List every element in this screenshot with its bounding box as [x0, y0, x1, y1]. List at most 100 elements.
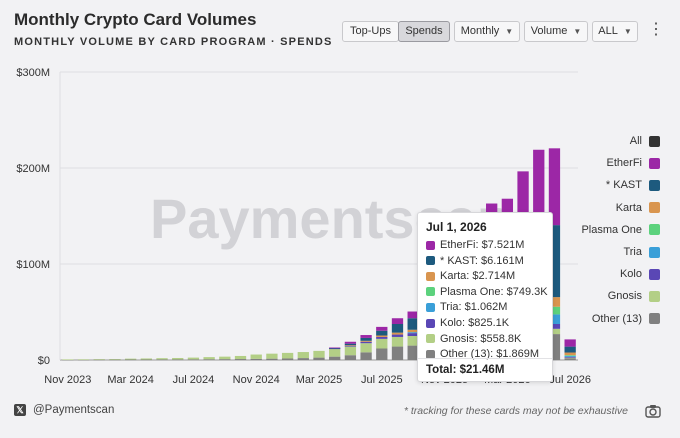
legend-item[interactable]: Other (13): [592, 312, 660, 326]
bar-segment[interactable]: [313, 357, 325, 360]
bar-segment[interactable]: [391, 324, 404, 333]
period-dropdown[interactable]: Monthly ▼: [454, 21, 520, 42]
bar-segment[interactable]: [564, 355, 576, 357]
bar-segment[interactable]: [407, 318, 419, 330]
legend-item[interactable]: Kolo: [620, 267, 660, 281]
bar-segment[interactable]: [548, 334, 561, 360]
bar-segment[interactable]: [360, 343, 372, 353]
legend-item[interactable]: Plasma One: [581, 223, 660, 237]
bar-segment[interactable]: [548, 297, 561, 307]
bar-segment[interactable]: [124, 358, 137, 360]
bar-segment[interactable]: [344, 345, 357, 347]
bar-segment[interactable]: [391, 334, 404, 337]
bar-segment[interactable]: [124, 359, 137, 361]
bar-segment[interactable]: [360, 341, 372, 344]
bar-segment[interactable]: [281, 358, 294, 360]
bar-segment[interactable]: [344, 346, 357, 356]
bar-segment[interactable]: [313, 350, 325, 358]
bar-segment[interactable]: [297, 358, 309, 360]
bar-segment[interactable]: [297, 352, 309, 359]
bar-segment[interactable]: [407, 336, 419, 346]
bar-segment[interactable]: [360, 335, 372, 338]
bar-segment[interactable]: [376, 338, 388, 349]
bar-segment[interactable]: [407, 332, 419, 334]
bar-segment[interactable]: [391, 346, 404, 360]
bar-segment[interactable]: [329, 348, 341, 357]
bar-segment[interactable]: [234, 359, 247, 360]
legend-item[interactable]: All: [630, 134, 660, 148]
bar-segment[interactable]: [376, 330, 388, 336]
bar-segment[interactable]: [156, 359, 168, 361]
bar-segment[interactable]: [564, 346, 576, 353]
bar-segment[interactable]: [344, 341, 357, 344]
bar-segment[interactable]: [407, 345, 419, 360]
bar-segment[interactable]: [548, 306, 561, 315]
bar-segment[interactable]: [407, 329, 419, 333]
bar-segment[interactable]: [140, 359, 152, 361]
bar-segment[interactable]: [77, 359, 90, 361]
bar-segment[interactable]: [376, 326, 388, 331]
bar-segment[interactable]: [93, 359, 105, 360]
bar-segment[interactable]: [77, 359, 90, 360]
bar-segment[interactable]: [219, 356, 231, 360]
bar-segment[interactable]: [140, 358, 152, 360]
legend-item[interactable]: * KAST: [606, 178, 660, 192]
bar-segment[interactable]: [391, 336, 404, 347]
bar-segment[interactable]: [329, 348, 341, 349]
bar-segment[interactable]: [548, 324, 561, 329]
bar-segment[interactable]: [360, 340, 372, 342]
kebab-menu-icon[interactable]: ⋮: [648, 21, 664, 38]
bar-segment[interactable]: [376, 336, 388, 339]
bar-segment[interactable]: [93, 359, 105, 361]
bar-segment[interactable]: [548, 314, 561, 324]
bar-segment[interactable]: [564, 357, 576, 359]
bar-segment[interactable]: [360, 352, 372, 360]
bar-segment[interactable]: [533, 149, 545, 222]
bar-segment[interactable]: [564, 352, 576, 356]
legend-item[interactable]: Tria: [623, 245, 660, 259]
bar-segment[interactable]: [329, 347, 341, 349]
bar-segment[interactable]: [281, 352, 294, 359]
bar-segment[interactable]: [156, 358, 168, 360]
bar-segment[interactable]: [407, 333, 419, 336]
spends-toggle-button[interactable]: Spends: [398, 21, 450, 42]
bar-segment[interactable]: [172, 359, 184, 361]
bar-segment[interactable]: [172, 357, 184, 360]
bar-segment[interactable]: [360, 337, 372, 341]
bar-segment[interactable]: [548, 148, 561, 226]
bar-segment[interactable]: [344, 343, 357, 346]
bar-segment[interactable]: [109, 359, 121, 361]
bar-segment[interactable]: [407, 311, 419, 319]
bar-segment[interactable]: [548, 328, 561, 335]
bar-segment[interactable]: [564, 356, 576, 358]
bar-segment[interactable]: [219, 359, 231, 360]
camera-icon[interactable]: [645, 404, 661, 418]
bar-segment[interactable]: [548, 225, 561, 298]
legend-item[interactable]: EtherFi: [607, 156, 660, 170]
bar-segment[interactable]: [344, 355, 357, 360]
bar-segment[interactable]: [109, 359, 121, 360]
bar-segment[interactable]: [266, 358, 278, 360]
bar-segment[interactable]: [203, 359, 215, 360]
legend-item[interactable]: Gnosis: [608, 289, 660, 303]
bar-segment[interactable]: [329, 356, 341, 360]
bar-segment[interactable]: [187, 357, 200, 360]
bar-segment[interactable]: [203, 357, 215, 360]
bar-segment[interactable]: [250, 354, 262, 359]
bar-segment[interactable]: [62, 359, 74, 361]
range-dropdown[interactable]: ALL ▼: [592, 21, 638, 42]
legend-item[interactable]: Karta: [616, 201, 660, 215]
bar-segment[interactable]: [187, 359, 200, 360]
bar-segment[interactable]: [266, 353, 278, 359]
bar-segment[interactable]: [344, 345, 357, 346]
bar-segment[interactable]: [564, 355, 576, 356]
bar-segment[interactable]: [234, 355, 247, 360]
bar-segment[interactable]: [329, 348, 341, 350]
bar-segment[interactable]: [564, 358, 576, 360]
bar-segment[interactable]: [376, 335, 388, 337]
bar-segment[interactable]: [564, 339, 576, 347]
bar-segment[interactable]: [376, 348, 388, 360]
bar-segment[interactable]: [517, 171, 529, 239]
metric-dropdown[interactable]: Volume ▼: [524, 21, 588, 42]
bar-segment[interactable]: [250, 358, 262, 360]
